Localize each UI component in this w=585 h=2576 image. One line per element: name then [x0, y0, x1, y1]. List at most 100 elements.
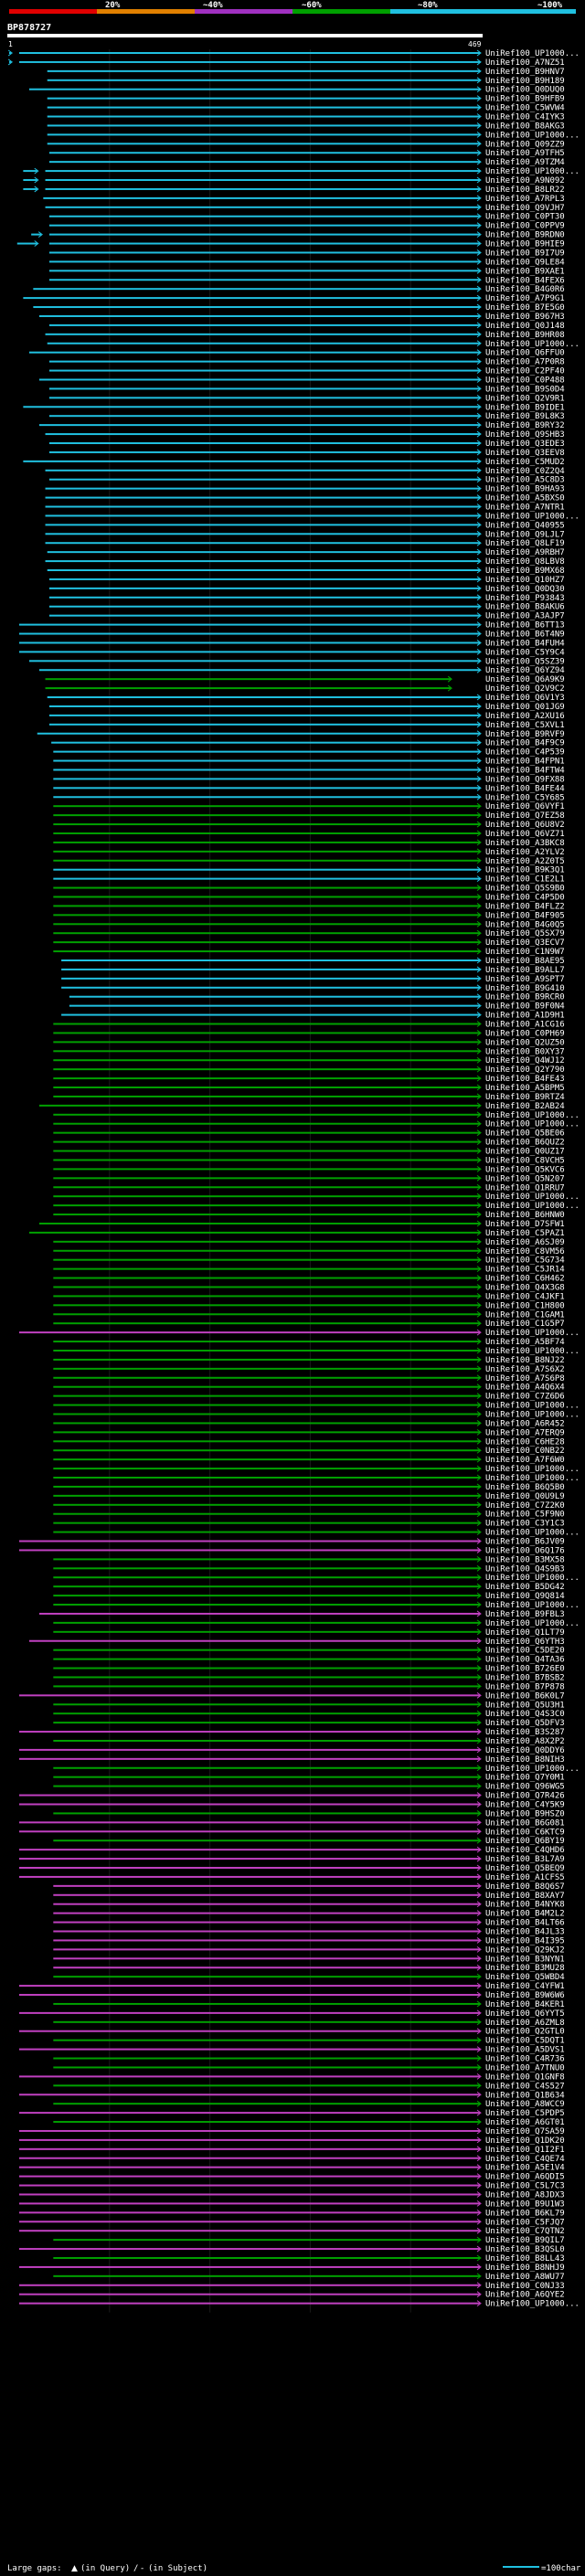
- hit-label[interactable]: UniRef100_UP1000...: [485, 1619, 580, 1628]
- hit-row[interactable]: UniRef100_B6T4N9: [18, 631, 565, 640]
- hit-label[interactable]: UniRef100_Q8LF19: [485, 539, 565, 548]
- hit-label[interactable]: UniRef100_B6Q5B0: [485, 1483, 565, 1492]
- hit-row[interactable]: UniRef100_Q7Y0M1: [53, 1774, 565, 1783]
- hit-label[interactable]: UniRef100_B9RVF9: [485, 730, 565, 739]
- hit-label[interactable]: UniRef100_Q1B634: [485, 2091, 565, 2100]
- hit-label[interactable]: UniRef100_Q6VZ71: [485, 830, 565, 839]
- hit-label[interactable]: UniRef100_Q5DFV3: [485, 1719, 565, 1728]
- hit-row[interactable]: UniRef100_Q9SHB3: [45, 430, 565, 440]
- hit-row[interactable]: UniRef100_B3QSL0: [18, 2245, 565, 2254]
- hit-label[interactable]: UniRef100_A6GT01: [485, 2118, 565, 2127]
- hit-label[interactable]: UniRef100_B9H189: [485, 77, 565, 86]
- hit-label[interactable]: UniRef100_B9HFB9: [485, 95, 565, 104]
- hit-label[interactable]: UniRef100_Q5U3H1: [485, 1701, 565, 1710]
- hit-row[interactable]: UniRef100_A9TZM4: [48, 158, 565, 167]
- hit-row[interactable]: UniRef100_C6HE28: [53, 1437, 565, 1447]
- hit-row[interactable]: UniRef100_A6SJ09: [53, 1238, 565, 1247]
- hit-row[interactable]: UniRef100_C5PAZ1: [28, 1229, 565, 1238]
- hit-row[interactable]: UniRef100_B9K3Q1: [53, 866, 565, 875]
- hit-label[interactable]: UniRef100_C0PH69: [485, 1029, 565, 1038]
- hit-label[interactable]: UniRef100_C1H800: [485, 1301, 565, 1310]
- hit-row[interactable]: UniRef100_C5L7C3: [18, 2182, 565, 2191]
- hit-label[interactable]: UniRef100_B3QSL0: [485, 2245, 565, 2254]
- hit-label[interactable]: UniRef100_UP1000...: [485, 1765, 580, 1774]
- hit-label[interactable]: UniRef100_UP1000...: [485, 340, 580, 349]
- hit-row[interactable]: UniRef100_Q6FFU0: [28, 349, 565, 358]
- hit-row[interactable]: UniRef100_B9ALL7: [61, 966, 565, 975]
- hit-label[interactable]: UniRef100_A6SJ09: [485, 1238, 565, 1247]
- hit-row[interactable]: UniRef100_B9HSZ0: [53, 1809, 565, 1818]
- hit-label[interactable]: UniRef100_C5WVW4: [485, 104, 565, 113]
- hit-label[interactable]: UniRef100_Q3EDE3: [485, 440, 565, 449]
- hit-row[interactable]: UniRef100_B4FUH4: [18, 639, 565, 648]
- hit-label[interactable]: UniRef100_UP1000...: [485, 1574, 580, 1583]
- hit-label[interactable]: UniRef100_B7BSB2: [485, 1673, 565, 1682]
- hit-label[interactable]: UniRef100_UP1000...: [485, 1347, 580, 1356]
- hit-label[interactable]: UniRef100_B6K0L7: [485, 1691, 565, 1701]
- hit-row[interactable]: UniRef100_B9U1W3: [18, 2200, 565, 2209]
- hit-row[interactable]: UniRef100_Q0DUQ0: [28, 86, 565, 95]
- hit-label[interactable]: UniRef100_B4F9C9: [485, 739, 565, 748]
- hit-label[interactable]: UniRef100_C8VM56: [485, 1247, 565, 1256]
- hit-row[interactable]: UniRef100_C5MUD2: [23, 458, 565, 467]
- hit-label[interactable]: UniRef100_A1D9H1: [485, 1012, 565, 1021]
- hit-row[interactable]: UniRef100_B8Q6S7: [53, 1882, 565, 1892]
- hit-label[interactable]: UniRef100_B9I7U9: [485, 249, 565, 258]
- hit-row[interactable]: UniRef100_C0NJ33: [18, 2282, 565, 2291]
- hit-label[interactable]: UniRef100_B726E0: [485, 1665, 565, 1674]
- hit-label[interactable]: UniRef100_B8LR22: [485, 186, 565, 195]
- hit-row[interactable]: UniRef100_A9SPT7: [61, 975, 565, 984]
- hit-label[interactable]: UniRef100_A1CG16: [485, 1021, 565, 1030]
- hit-row[interactable]: UniRef100_C1N9W7: [53, 948, 565, 957]
- hit-label[interactable]: UniRef100_C4Y5K9: [485, 1800, 565, 1809]
- hit-label[interactable]: UniRef100_B6TT13: [485, 621, 565, 631]
- hit-label[interactable]: UniRef100_C4QHD6: [485, 1846, 565, 1855]
- hit-row[interactable]: UniRef100_B5DG42: [53, 1583, 565, 1592]
- hit-label[interactable]: UniRef100_B6KL79: [485, 2209, 565, 2218]
- hit-row[interactable]: UniRef100_Q0UZ17: [53, 1148, 565, 1157]
- hit-label[interactable]: UniRef100_C1E2L1: [485, 875, 565, 885]
- hit-row[interactable]: UniRef100_Q1RRU7: [53, 1183, 565, 1193]
- hit-row[interactable]: UniRef100_Q1LT79: [53, 1628, 565, 1638]
- hit-row[interactable]: UniRef100_UP1000...: [53, 1619, 580, 1628]
- hit-row[interactable]: UniRef100_UP1000...: [53, 1193, 580, 1202]
- hit-label[interactable]: UniRef100_C6H462: [485, 1275, 565, 1284]
- hit-row[interactable]: UniRef100_A5BPM5: [53, 1084, 565, 1093]
- hit-row[interactable]: UniRef100_B6QUZ2: [53, 1139, 565, 1148]
- hit-row[interactable]: UniRef100_C5F9N0: [53, 1511, 565, 1520]
- hit-row[interactable]: UniRef100_B0XY37: [53, 1047, 565, 1056]
- hit-row[interactable]: UniRef100_B9L8K3: [48, 412, 565, 421]
- hit-label[interactable]: UniRef100_UP1000...: [485, 512, 580, 521]
- hit-label[interactable]: UniRef100_Q10HZ7: [485, 576, 565, 585]
- hit-row[interactable]: UniRef100_Q5N207: [53, 1174, 565, 1183]
- hit-label[interactable]: UniRef100_Q3ECV7: [485, 938, 565, 948]
- hit-label[interactable]: UniRef100_Q40955: [485, 521, 565, 530]
- hit-label[interactable]: UniRef100_A5BPM5: [485, 1084, 565, 1093]
- hit-label[interactable]: UniRef100_Q2V9R1: [485, 394, 565, 403]
- hit-row[interactable]: UniRef100_C4YFW1: [18, 1982, 565, 1991]
- hit-label[interactable]: UniRef100_Q96WG5: [485, 1783, 565, 1792]
- hit-row[interactable]: UniRef100_Q2Y790: [53, 1065, 565, 1075]
- hit-row[interactable]: UniRef100_C5DQT1: [53, 2037, 565, 2046]
- hit-row[interactable]: UniRef100_A2YLV2: [53, 848, 565, 857]
- hit-label[interactable]: UniRef100_Q9LE84: [485, 258, 565, 267]
- hit-row[interactable]: UniRef100_A6R452: [53, 1419, 565, 1428]
- hit-row[interactable]: UniRef100_B4G0R6: [33, 285, 565, 294]
- hit-row[interactable]: UniRef100_B3MU28: [53, 1964, 565, 1973]
- hit-label[interactable]: UniRef100_A5C8D3: [485, 476, 565, 485]
- hit-label[interactable]: UniRef100_C0Z2Q4: [485, 467, 565, 476]
- hit-label[interactable]: UniRef100_Q1I2F1: [485, 2146, 565, 2155]
- hit-label[interactable]: UniRef100_B8AE95: [485, 957, 565, 966]
- hit-row[interactable]: UniRef100_A3AJP7: [48, 612, 565, 621]
- hit-row[interactable]: UniRef100_UP1000...: [53, 1529, 580, 1538]
- hit-label[interactable]: UniRef100_C5MUD2: [485, 458, 565, 467]
- hit-row[interactable]: UniRef100_Q0DDY6: [18, 1746, 565, 1755]
- hit-row[interactable]: UniRef100_Q7R426: [18, 1792, 565, 1801]
- hit-label[interactable]: UniRef100_Q8LBV8: [485, 557, 565, 567]
- hit-label[interactable]: UniRef100_B4FLZ2: [485, 902, 565, 911]
- hit-label[interactable]: UniRef100_Q4S3C0: [485, 1710, 565, 1719]
- hit-row[interactable]: UniRef100_UP1000...: [53, 1601, 580, 1610]
- hit-row[interactable]: UniRef100_C7QTN2: [18, 2227, 565, 2236]
- hit-label[interactable]: UniRef100_C1N9W7: [485, 948, 565, 957]
- hit-row[interactable]: UniRef100_B4M2L2: [53, 1910, 565, 1919]
